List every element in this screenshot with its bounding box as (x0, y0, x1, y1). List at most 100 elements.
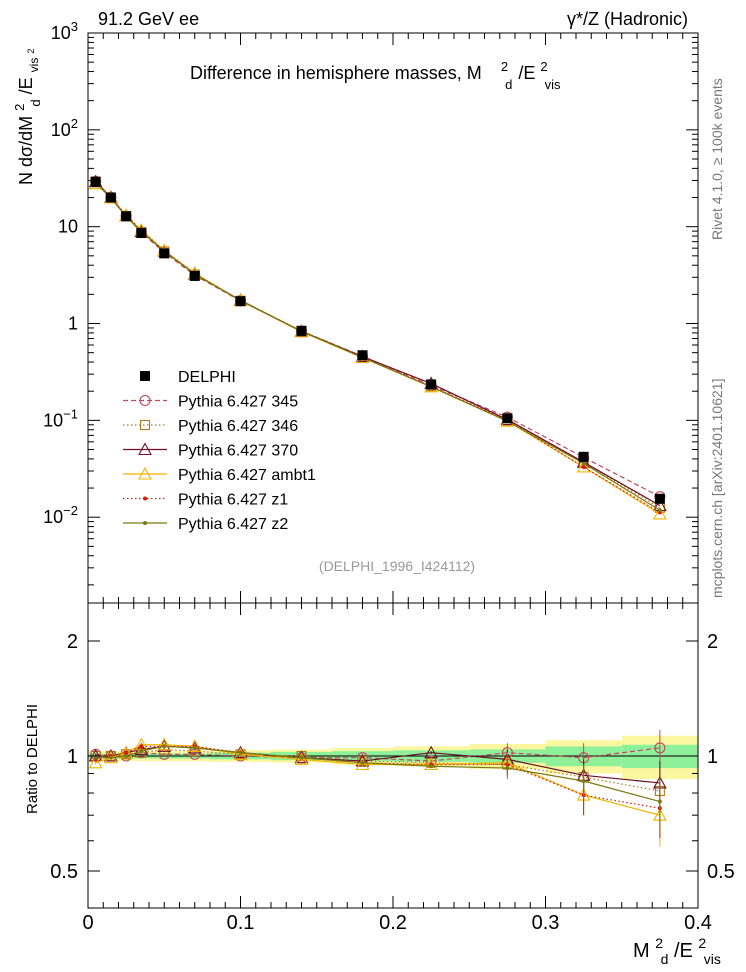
process-label: γ*/Z (Hadronic) (567, 9, 688, 29)
plot-title: Difference in hemisphere masses, M 2 d /… (190, 55, 561, 93)
legend-entry: Pythia 6.427 z1 (123, 492, 288, 509)
main-point (581, 461, 586, 466)
legend-label: Pythia 6.427 ambt1 (178, 467, 316, 484)
legend-entry: Pythia 6.427 ambt1 (123, 466, 316, 484)
main-point (502, 413, 513, 424)
ratio-point (124, 750, 129, 755)
ratio-xlabel-sup: 2 (655, 935, 663, 951)
ratio-point (581, 779, 586, 784)
main-ylabel: N dσ/dM 2 d /E vis 2 (8, 49, 44, 185)
main-ytick-label: 10−1 (43, 406, 78, 430)
ratio-xtick-label: 0.4 (684, 912, 712, 934)
ratio-xlabel-tail-sub: vis (704, 951, 721, 967)
ratio-xtick-label: 0.3 (532, 912, 560, 934)
main-point (652, 506, 667, 520)
legend-swatch-marker (138, 466, 152, 480)
ratio-ytick-label-right: 2 (707, 631, 718, 653)
plot-title-tail-sub: vis (545, 77, 561, 92)
legend-swatch-marker (143, 521, 147, 525)
main-point (578, 451, 589, 462)
ratio-ytick-label-right: 1 (707, 746, 718, 768)
main-point (654, 493, 665, 504)
ratio-tick-labels: 2 2 1 1 0.5 0.5 0 0.1 0.2 0.3 0.4 (50, 631, 735, 934)
main-series-pythia-6-427-346 (90, 176, 665, 513)
main-ylabel-sub: d (28, 99, 43, 106)
main-ylabel-main: N dσ/dM (16, 116, 36, 185)
legend-entry: Pythia 6.427 370 (123, 442, 298, 460)
ratio-panel: 2 21 10.5 0.50 0.1 0.2 0.3 0.4 Ratio to DELPHI … (24, 602, 735, 969)
ratio-point (429, 764, 434, 769)
main-point (159, 248, 170, 259)
main-series-delphi (90, 176, 665, 504)
main-series-line (95, 183, 661, 515)
main-point (105, 192, 116, 203)
legend-label: DELPHI (178, 369, 236, 386)
mcplots-label: mcplots.cern.ch [arXiv:2401.10621] (709, 379, 725, 598)
energy-label: 91.2 GeV ee (98, 9, 199, 29)
main-point (90, 176, 101, 187)
main-ylabel-tail: /E (16, 77, 36, 94)
ratio-point (139, 744, 144, 749)
ratio-point (124, 754, 129, 758)
plot-title-tail: /E (518, 63, 535, 83)
plot-title-tail-sup: 2 (540, 59, 547, 74)
main-point (426, 379, 437, 390)
ratio-ylabel: Ratio to DELPHI (24, 704, 41, 814)
main-ticks (87, 32, 699, 603)
main-point (581, 464, 586, 469)
ratio-point (157, 739, 172, 752)
legend-swatch-marker (139, 419, 151, 431)
ratio-point (654, 742, 666, 754)
ratio-point (157, 737, 172, 751)
ratio-point (162, 744, 167, 749)
ratio-point (238, 750, 243, 755)
main-ylabel-sup: 2 (12, 104, 27, 111)
main-point (121, 211, 132, 222)
ratio-point (192, 745, 197, 750)
ratio-xtick-label: 0 (82, 912, 93, 934)
ratio-point (355, 757, 370, 771)
main-point (296, 325, 307, 336)
main-series-line (95, 182, 661, 513)
analysis-watermark: (DELPHI_1996_I424112) (319, 558, 475, 574)
ratio-xlabel: M 2 d /E 2 vis (633, 931, 721, 969)
ratio-point (360, 760, 365, 765)
legend-label: Pythia 6.427 370 (178, 443, 298, 460)
main-ylabel-tail-sup: 2 (26, 49, 36, 54)
ratio-ytick-label-left: 1 (67, 746, 78, 768)
main-series (88, 174, 667, 520)
main-ylabel-tail-sub: vis (27, 58, 41, 73)
ratio-xlabel-sub: d (661, 951, 669, 967)
ratio-point (657, 799, 662, 804)
legend-swatch-marker (140, 371, 150, 381)
main-point (657, 508, 662, 513)
main-point (136, 228, 147, 239)
ratio-ytick-label-left: 0.5 (50, 861, 78, 883)
ratio-point (108, 755, 113, 760)
plot-title-sup: 2 (501, 59, 508, 74)
ratio-series-pythia-6-427-z2 (93, 744, 662, 831)
ratio-point (294, 752, 309, 765)
ratio-point (93, 755, 98, 760)
legend-label: Pythia 6.427 346 (178, 418, 298, 435)
plot-title-main: Difference in hemisphere masses, M (190, 63, 482, 83)
ratio-ytick-label-left: 2 (67, 631, 78, 653)
legend-swatch-marker (138, 442, 152, 456)
main-point (576, 459, 591, 473)
ratio-point (187, 739, 202, 752)
main-series-pythia-6-427-z1 (93, 180, 662, 515)
ratio-point (139, 749, 144, 754)
ratio-xlabel-tail: /E (674, 940, 693, 962)
legend: DELPHI Pythia 6.427 345 Pythia 6.427 346 Py… (123, 369, 316, 533)
main-ytick-label: 10 (58, 217, 78, 237)
main-ytick-label: 1 (68, 314, 78, 334)
ratio-xtick-label: 0.2 (379, 912, 407, 934)
main-ytick-label: 102 (51, 116, 78, 140)
main-ytick-label: 103 (51, 19, 78, 43)
legend-label: Pythia 6.427 z1 (178, 492, 288, 509)
ratio-point (233, 747, 248, 760)
main-point (357, 350, 368, 361)
legend-entry: Pythia 6.427 346 (123, 418, 298, 435)
